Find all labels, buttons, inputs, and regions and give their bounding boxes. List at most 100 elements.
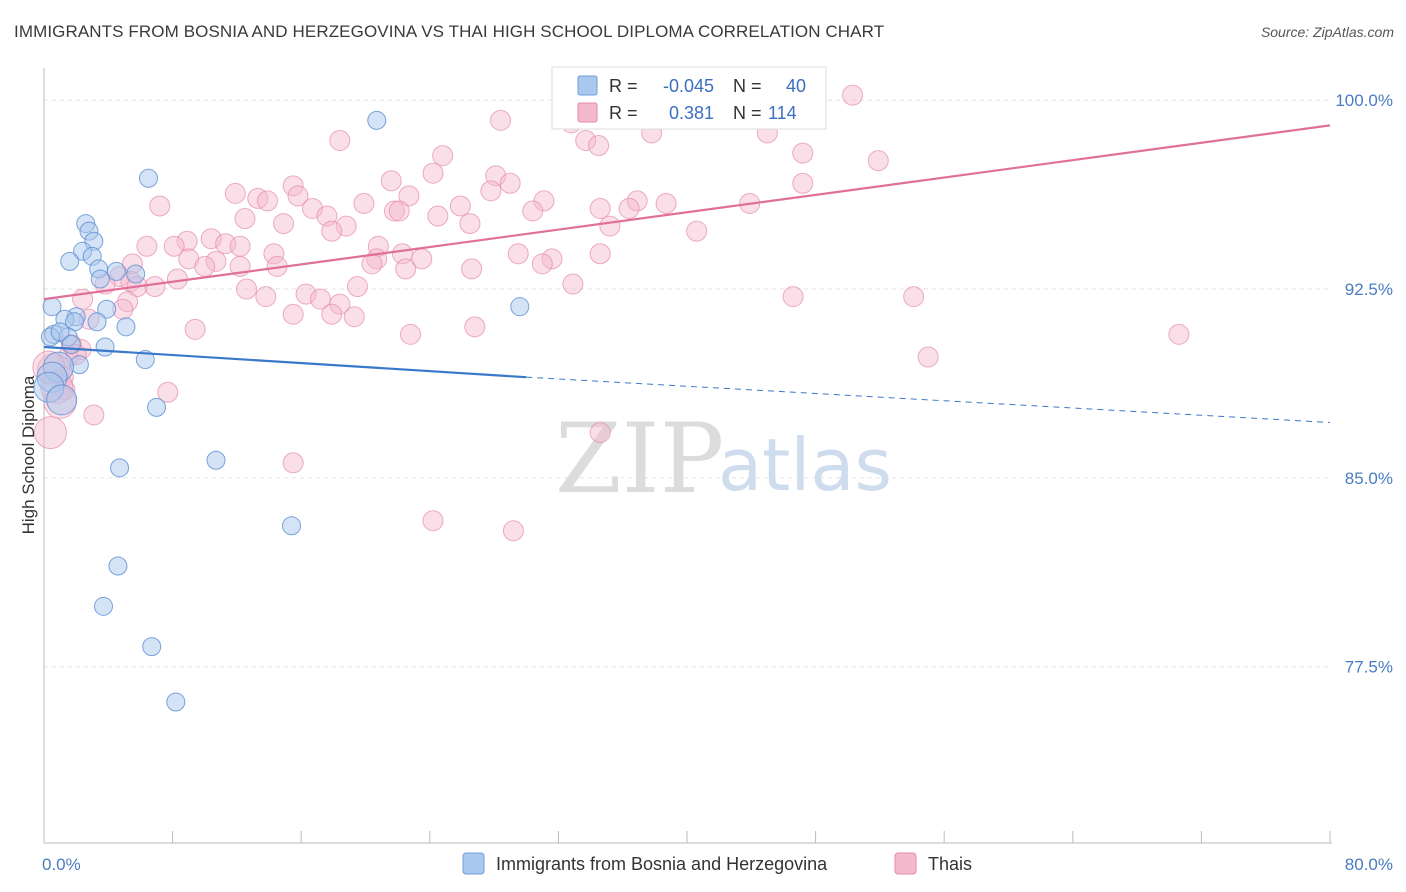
- chart-title: IMMIGRANTS FROM BOSNIA AND HERZEGOVINA V…: [14, 22, 885, 41]
- legend-r-label-1: R =: [609, 76, 638, 96]
- thais-point-51: [229, 235, 251, 257]
- thais-point-11: [867, 150, 889, 172]
- bosnia-point-23: [61, 334, 81, 354]
- thais-point-106: [83, 404, 105, 426]
- bosnia-point-18: [116, 317, 136, 337]
- y-tick-labels: 100.0% 92.5% 85.0% 77.5%: [1335, 91, 1393, 677]
- thais-point-32: [618, 197, 640, 219]
- thais-point-77: [346, 276, 368, 298]
- thais-point-81: [903, 286, 925, 308]
- thais-point-56: [507, 243, 529, 265]
- y-tick-label-0: 100.0%: [1335, 91, 1393, 110]
- thais-point-107: [33, 416, 67, 450]
- thais-point-45: [321, 220, 343, 242]
- bottom-legend-label-blue: Immigrants from Bosnia and Herzegovina: [496, 854, 828, 874]
- x-tick-label-1: 80.0%: [1345, 855, 1393, 874]
- y-tick-label-1: 92.5%: [1345, 280, 1393, 299]
- thais-point-43: [599, 215, 621, 237]
- thais-point-14: [380, 170, 402, 192]
- thais-point-49: [136, 235, 158, 257]
- legend-r-value-1: -0.045: [663, 76, 714, 96]
- thais-point-75: [144, 276, 166, 298]
- thais-point-89: [282, 303, 304, 325]
- thais-point-64: [194, 255, 216, 277]
- thais-point-41: [335, 215, 357, 237]
- top-legend: R = -0.045 N = 40 R = 0.381 N = 114: [551, 66, 827, 130]
- legend-r-value-2: 0.381: [669, 103, 714, 123]
- y-axis-label: High School Diploma: [19, 375, 38, 534]
- bottom-legend-swatch-pink: [894, 852, 917, 875]
- thais-point-88: [321, 303, 343, 325]
- thais-point-54: [589, 243, 611, 265]
- thais-point-33: [522, 200, 544, 222]
- bosnia-point-0: [367, 110, 387, 130]
- legend-n-label-1: N =: [733, 76, 762, 96]
- thais-point-69: [461, 258, 483, 280]
- axes: [43, 68, 1332, 844]
- x-tick-labels: 0.0% 80.0%: [42, 855, 1393, 874]
- bosnia-point-38: [166, 692, 186, 712]
- thais-point-95: [1168, 323, 1190, 345]
- thais-point-111: [502, 520, 524, 542]
- bosnia-trend-line: [43, 345, 527, 379]
- bosnia-point-36: [93, 596, 113, 616]
- legend-swatch-pink: [577, 102, 598, 123]
- legend-n-label-2: N =: [733, 103, 762, 123]
- thais-point-109: [282, 452, 304, 474]
- thais-point-37: [388, 200, 410, 222]
- thais-point-17: [282, 175, 304, 197]
- thais-point-94: [400, 323, 422, 345]
- thais-point-98: [917, 346, 939, 368]
- thais-point-8: [588, 135, 610, 157]
- thais-point-55: [263, 243, 285, 265]
- bosnia-point-13: [97, 299, 117, 319]
- thais-point-10: [432, 145, 454, 167]
- thais-point-12: [422, 162, 444, 184]
- bosnia-point-24: [95, 337, 115, 357]
- thais-point-93: [184, 318, 206, 340]
- thais-point-46: [200, 228, 222, 250]
- thais-point-15: [792, 172, 814, 194]
- thais-point-28: [353, 192, 375, 214]
- thais-point-60: [531, 253, 553, 275]
- bosnia-point-39: [510, 297, 530, 317]
- legend-swatch-blue: [577, 75, 598, 96]
- thais-point-7: [575, 130, 597, 152]
- thais-point-9: [792, 142, 814, 164]
- thais-point-78: [236, 278, 258, 300]
- thais-point-39: [234, 208, 256, 230]
- thais-point-22: [398, 185, 420, 207]
- watermark-atlas: atlas: [718, 423, 892, 507]
- thais-point-68: [395, 258, 417, 280]
- thais-point-24: [626, 190, 648, 212]
- watermark-zip: ZIP: [555, 403, 724, 515]
- thais-point-108: [589, 422, 611, 444]
- bosnia-point-30: [46, 384, 78, 416]
- bottom-legend-label-pink: Thais: [928, 854, 972, 874]
- bosnia-point-25: [135, 350, 155, 370]
- thais-point-70: [166, 268, 188, 290]
- y-tick-label-2: 85.0%: [1345, 469, 1393, 488]
- thais-point-0: [842, 84, 864, 106]
- thais-point-82: [255, 286, 277, 308]
- bosnia-point-37: [142, 637, 162, 657]
- thais-point-35: [589, 197, 611, 219]
- thais-point-83: [309, 288, 331, 310]
- thais-point-59: [541, 248, 563, 270]
- thais-point-18: [480, 180, 502, 202]
- thais-point-6: [329, 130, 351, 152]
- bosnia-point-11: [90, 269, 110, 289]
- bosnia-point-6: [60, 251, 80, 271]
- y-tick-label-3: 77.5%: [1345, 658, 1393, 677]
- thais-point-76: [562, 273, 584, 295]
- bosnia-point-22: [50, 322, 70, 342]
- series-bosnia-points: [33, 110, 530, 712]
- bosnia-point-8: [106, 261, 126, 281]
- chart-source: Source: ZipAtlas.com: [1260, 24, 1394, 40]
- legend-r-label-2: R =: [609, 103, 638, 123]
- bosnia-trend-extension: [526, 376, 1331, 424]
- thais-point-4: [490, 109, 512, 131]
- thais-point-44: [686, 220, 708, 242]
- bosnia-point-33: [110, 458, 130, 478]
